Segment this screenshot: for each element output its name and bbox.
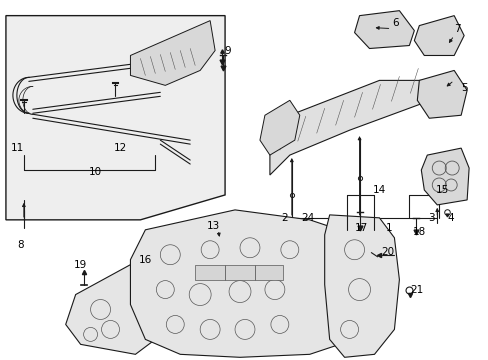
Polygon shape xyxy=(354,11,413,49)
Text: 19: 19 xyxy=(74,260,87,270)
Polygon shape xyxy=(269,80,443,175)
Text: 20: 20 xyxy=(380,247,393,257)
Polygon shape xyxy=(324,215,399,357)
Text: 6: 6 xyxy=(391,18,398,28)
Polygon shape xyxy=(130,21,215,85)
Text: 9: 9 xyxy=(224,45,231,55)
Text: 12: 12 xyxy=(114,143,127,153)
Text: 18: 18 xyxy=(412,227,425,237)
Polygon shape xyxy=(413,15,463,55)
Bar xyxy=(254,265,282,280)
Polygon shape xyxy=(130,210,374,357)
Text: 11: 11 xyxy=(11,143,24,153)
Bar xyxy=(224,265,254,280)
Polygon shape xyxy=(260,100,299,155)
Bar xyxy=(195,265,224,280)
Text: 16: 16 xyxy=(139,255,152,265)
Polygon shape xyxy=(416,71,466,118)
Text: 14: 14 xyxy=(372,185,386,195)
Text: 2: 2 xyxy=(281,213,287,223)
Text: 8: 8 xyxy=(18,240,24,250)
Text: 21: 21 xyxy=(410,284,423,294)
Polygon shape xyxy=(421,148,468,205)
Text: 10: 10 xyxy=(89,167,102,177)
Text: 1: 1 xyxy=(386,223,392,233)
Text: 4: 4 xyxy=(447,213,453,223)
Text: 5: 5 xyxy=(460,84,467,93)
Polygon shape xyxy=(6,15,224,220)
Text: 15: 15 xyxy=(435,185,448,195)
Text: 13: 13 xyxy=(206,221,219,231)
Text: 24: 24 xyxy=(301,213,314,223)
Text: 17: 17 xyxy=(354,223,367,233)
Polygon shape xyxy=(65,265,160,354)
Text: 3: 3 xyxy=(427,213,434,223)
Text: 7: 7 xyxy=(453,24,460,33)
